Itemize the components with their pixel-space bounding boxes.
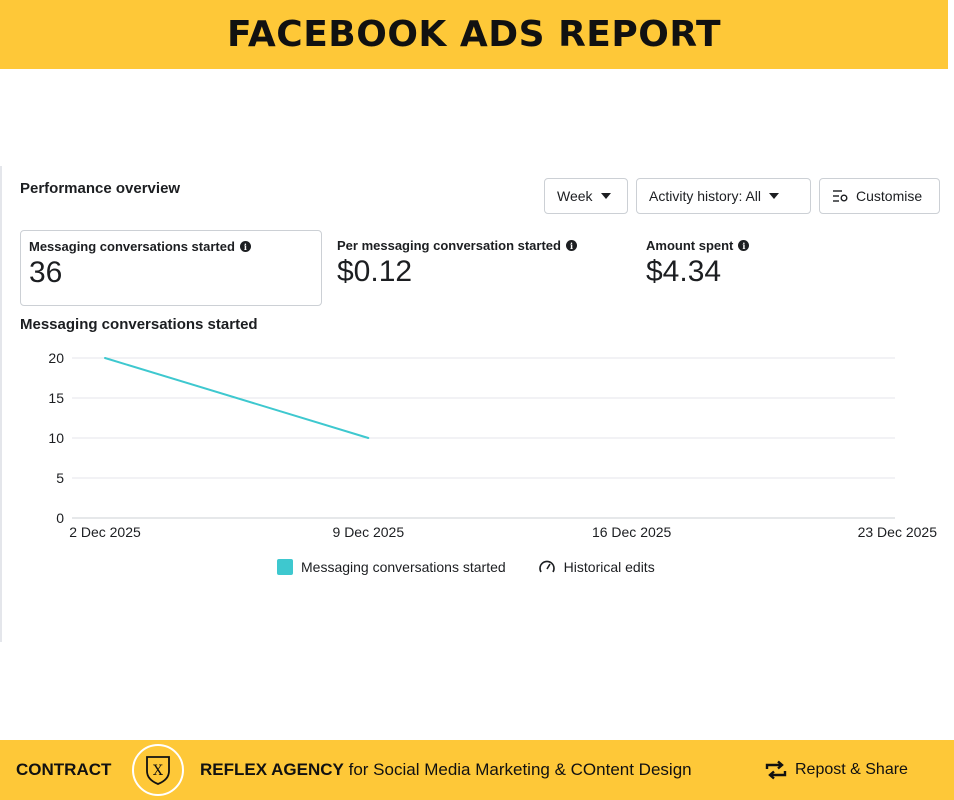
- x-tick-label: 16 Dec 2025: [592, 524, 672, 540]
- metric-card-cost-per-conversation[interactable]: Per messaging conversation started i $0.…: [329, 230, 629, 306]
- agency-name: REFLEX AGENCY: [200, 760, 344, 779]
- y-tick-label: 15: [48, 390, 64, 406]
- series-line: [104, 357, 369, 439]
- metric-label-row: Amount spent i: [646, 238, 920, 253]
- y-tick-label: 10: [48, 430, 64, 446]
- legend-item-series[interactable]: Messaging conversations started: [277, 559, 506, 575]
- activity-history-label: Activity history: All: [649, 188, 762, 204]
- y-tick-label: 5: [56, 470, 64, 486]
- panel-title: Performance overview: [20, 180, 181, 197]
- legend-swatch: [277, 559, 293, 575]
- legend-label: Historical edits: [563, 559, 655, 575]
- tagline-text: for Social Media Marketing & COntent Des…: [343, 760, 692, 779]
- performance-overview-panel: Performance overview Week Activity histo…: [0, 166, 954, 642]
- legend-item-historical-edits[interactable]: Historical edits: [538, 559, 655, 575]
- metric-label: Messaging conversations started: [29, 239, 235, 254]
- series-point: [367, 437, 370, 439]
- repost-label: Repost & Share: [795, 761, 908, 778]
- footer-banner: CONTRACT X REFLEX AGENCY for Social Medi…: [0, 740, 954, 800]
- caret-down-icon: [769, 193, 780, 199]
- x-tick-label: 23 Dec 2025: [858, 524, 938, 540]
- line-chart: 0 5 10 15 20 2 Dec 2025 9 Dec 2025 16 Dec 2025 2…: [48, 350, 938, 540]
- metric-value: $4.34: [646, 255, 722, 288]
- metric-value: 36: [29, 256, 63, 289]
- customise-label: Customise: [856, 188, 923, 204]
- metric-label-row: Per messaging conversation started i: [337, 238, 621, 253]
- contract-label: CONTRACT: [16, 760, 112, 779]
- x-tick-label: 2 Dec 2025: [69, 524, 141, 540]
- info-icon[interactable]: i: [239, 241, 251, 252]
- legend-label: Messaging conversations started: [301, 559, 506, 575]
- activity-history-dropdown[interactable]: Activity history: All: [636, 178, 811, 214]
- caret-down-icon: [600, 193, 611, 199]
- y-tick-label: 0: [56, 510, 64, 526]
- report-banner: FACEBOOK ADS REPORT: [0, 0, 948, 69]
- logo-letter: X: [153, 763, 163, 779]
- gauge-icon: [538, 560, 555, 573]
- repost-share[interactable]: Repost & Share: [764, 760, 908, 780]
- agency-logo: X: [132, 744, 184, 796]
- repost-icon: [765, 760, 787, 780]
- x-tick-label: 9 Dec 2025: [333, 524, 405, 540]
- chart-legend: Messaging conversations started Historic…: [277, 559, 655, 575]
- metric-card-amount-spent[interactable]: Amount spent i $4.34: [638, 230, 928, 306]
- series-point: [104, 357, 106, 359]
- info-icon[interactable]: i: [738, 240, 750, 251]
- metric-label: Amount spent: [646, 238, 734, 253]
- info-icon[interactable]: i: [565, 240, 577, 251]
- metric-card-messaging-conversations[interactable]: Messaging conversations started i 36: [20, 230, 322, 306]
- metric-value: $0.12: [337, 255, 413, 288]
- y-tick-label: 20: [48, 350, 64, 366]
- metric-label-row: Messaging conversations started i: [29, 239, 313, 254]
- period-dropdown[interactable]: Week: [544, 178, 628, 214]
- agency-tagline: REFLEX AGENCY for Social Media Marketing…: [200, 760, 692, 780]
- metric-label: Per messaging conversation started: [337, 238, 561, 253]
- shield-logo-icon: X: [146, 756, 170, 785]
- period-label: Week: [557, 188, 593, 204]
- customise-icon: [833, 190, 848, 202]
- report-title: FACEBOOK ADS REPORT: [226, 14, 722, 55]
- customise-button[interactable]: Customise: [819, 178, 940, 214]
- chart-title: Messaging conversations started: [20, 316, 258, 333]
